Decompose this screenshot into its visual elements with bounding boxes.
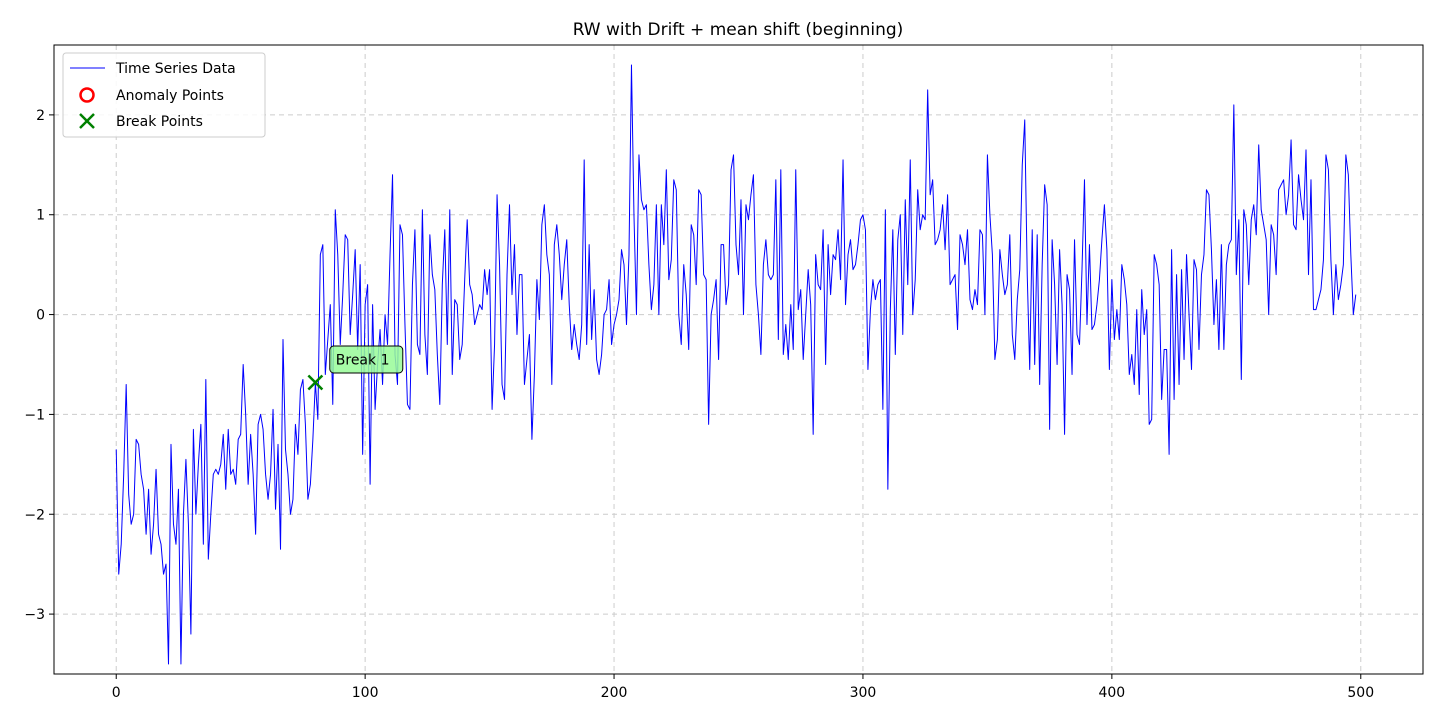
time-series-line	[115, 64, 1357, 665]
break-point-marker	[307, 374, 324, 391]
x-tick-label: 400	[1098, 685, 1125, 701]
annotation-label: Break 1	[336, 353, 390, 369]
y-tick-label: 0	[36, 308, 45, 324]
x-tick-label: 100	[352, 685, 379, 701]
chart-title: RW with Drift + mean shift (beginning)	[573, 20, 904, 40]
y-tick-label: −1	[24, 407, 45, 423]
legend-label-series: Time Series Data	[115, 61, 236, 77]
x-tick-label: 500	[1347, 685, 1374, 701]
annotations-layer: Break 1	[329, 345, 404, 374]
legend-label-anomaly: Anomaly Points	[116, 88, 224, 104]
legend-x-icon	[79, 113, 95, 129]
x-axis: 0 100 200 300 400 500	[112, 674, 1374, 701]
plot-area: Break 1	[53, 44, 1424, 675]
series-layer	[115, 64, 1357, 665]
x-tick-label: 0	[112, 685, 121, 701]
legend: Time Series Data Anomaly Points Break Po…	[62, 52, 266, 138]
y-axis: −3 −2 −1 0 1 2	[24, 108, 54, 623]
plot-frame	[53, 44, 1424, 675]
y-tick-label: 2	[36, 108, 45, 124]
y-tick-label: 1	[36, 208, 45, 224]
break-points-layer	[307, 374, 324, 391]
legend-box	[62, 52, 266, 138]
legend-label-break: Break Points	[116, 114, 203, 130]
x-tick-label: 200	[601, 685, 628, 701]
y-tick-label: −2	[24, 507, 45, 523]
break-annotation: Break 1	[329, 345, 404, 374]
grid-lines	[54, 45, 1423, 674]
legend-circle-icon	[79, 87, 95, 103]
y-tick-label: −3	[24, 607, 45, 623]
annotation-box	[329, 345, 404, 374]
plot-background	[54, 45, 1423, 674]
x-tick-label: 300	[850, 685, 877, 701]
